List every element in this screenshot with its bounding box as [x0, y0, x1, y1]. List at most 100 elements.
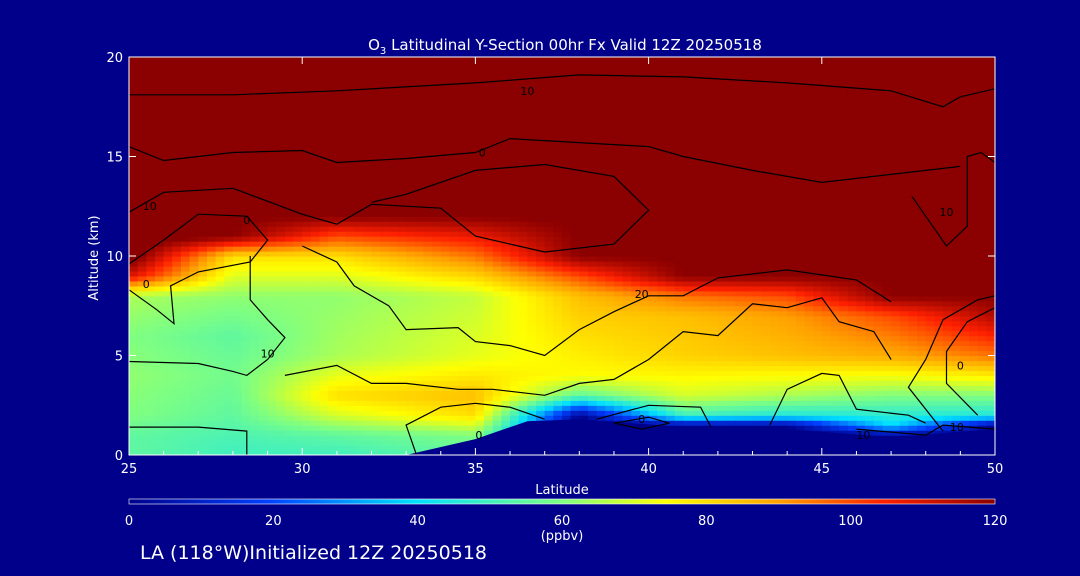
heatmap-cell: [639, 335, 650, 342]
heatmap-cell: [631, 161, 641, 168]
heatmap-cell: [206, 71, 217, 78]
heatmap-cell: [657, 246, 667, 252]
heatmap-cell: [172, 251, 182, 257]
heatmap-cell: [267, 201, 277, 207]
heatmap-cell: [475, 430, 485, 436]
heatmap-cell: [397, 116, 407, 123]
heatmap-cell: [579, 86, 589, 93]
heatmap-cell: [258, 380, 269, 386]
heatmap-cell: [146, 365, 156, 372]
heatmap-cell: [198, 305, 208, 312]
heatmap-cell: [310, 450, 321, 455]
heatmap-cell: [180, 61, 191, 68]
heatmap-cell: [362, 365, 373, 372]
heatmap-cell: [397, 390, 407, 396]
heatmap-cell: [397, 335, 407, 342]
heatmap-cell: [362, 350, 373, 357]
heatmap-cell: [198, 101, 208, 108]
heatmap-cell: [146, 171, 156, 178]
heatmap-cell: [397, 300, 407, 307]
heatmap-cell: [371, 440, 381, 446]
heatmap-cell: [423, 241, 433, 247]
heatmap-cell: [146, 236, 156, 242]
heatmap-cell: [189, 171, 199, 178]
heatmap-cell: [371, 400, 381, 406]
heatmap-cell: [553, 131, 563, 138]
heatmap-cell: [319, 71, 329, 78]
heatmap-cell: [189, 246, 199, 252]
heatmap-cell: [276, 325, 286, 332]
heatmap-cell: [397, 330, 407, 337]
heatmap-cell: [154, 126, 165, 133]
heatmap-cell: [440, 420, 451, 426]
heatmap-cell: [492, 385, 502, 391]
heatmap-cell: [440, 136, 451, 143]
heatmap-cell: [536, 131, 546, 138]
heatmap-cell: [172, 270, 182, 277]
heatmap-cell: [414, 370, 425, 376]
heatmap-cell: [622, 176, 632, 182]
heatmap-cell: [501, 111, 511, 118]
heatmap-cell: [579, 335, 589, 342]
heatmap-cell: [206, 325, 217, 332]
heatmap-cell: [129, 395, 139, 401]
heatmap-cell: [440, 285, 451, 292]
heatmap-cell: [527, 81, 537, 88]
heatmap-cell: [414, 236, 425, 242]
heatmap-cell: [380, 335, 390, 342]
heatmap-cell: [665, 300, 676, 307]
heatmap-cell: [466, 211, 476, 217]
heatmap-cell: [345, 305, 355, 312]
heatmap-cell: [328, 221, 338, 227]
heatmap-cell: [198, 325, 208, 332]
heatmap-cell: [154, 305, 165, 312]
heatmap-cell: [215, 440, 225, 446]
heatmap-cell: [544, 256, 554, 262]
heatmap-cell: [267, 236, 277, 242]
heatmap-cell: [336, 295, 347, 302]
heatmap-cell: [432, 315, 442, 322]
heatmap-cell: [423, 315, 433, 322]
heatmap-cell: [527, 310, 537, 317]
heatmap-cell: [440, 226, 451, 232]
heatmap-cell: [501, 410, 511, 416]
heatmap-cell: [198, 395, 208, 401]
heatmap-cell: [232, 400, 243, 406]
heatmap-cell: [648, 260, 658, 267]
heatmap-cell: [484, 265, 494, 272]
heatmap-cell: [276, 450, 286, 455]
heatmap-cell: [406, 375, 416, 381]
heatmap-cell: [639, 131, 650, 138]
heatmap-cell: [215, 270, 225, 277]
heatmap-cell: [605, 395, 615, 401]
heatmap-cell: [354, 335, 364, 342]
heatmap-cell: [553, 265, 563, 272]
heatmap-cell: [579, 61, 589, 68]
heatmap-cell: [449, 166, 459, 173]
heatmap-cell: [510, 126, 520, 133]
heatmap-cell: [440, 171, 451, 178]
heatmap-cell: [596, 246, 606, 252]
heatmap-cell: [440, 201, 451, 207]
heatmap-cell: [129, 335, 139, 342]
heatmap-cell: [553, 126, 563, 133]
heatmap-cell: [631, 176, 641, 182]
heatmap-cell: [215, 121, 225, 128]
heatmap-cell: [267, 61, 277, 68]
heatmap-cell: [284, 131, 295, 138]
heatmap-cell: [579, 96, 589, 103]
heatmap-cell: [129, 126, 139, 133]
heatmap-cell: [198, 76, 208, 83]
heatmap-cell: [562, 186, 572, 192]
heatmap-cell: [406, 166, 416, 173]
heatmap-cell: [241, 206, 251, 212]
heatmap-cell: [258, 405, 269, 411]
heatmap-cell: [154, 186, 165, 192]
heatmap-cell: [137, 126, 147, 133]
heatmap-cell: [449, 355, 459, 362]
heatmap-cell: [423, 425, 433, 431]
heatmap-cell: [536, 246, 546, 252]
heatmap-cell: [648, 410, 658, 416]
heatmap-cell: [414, 231, 425, 237]
heatmap-cell: [596, 405, 606, 411]
